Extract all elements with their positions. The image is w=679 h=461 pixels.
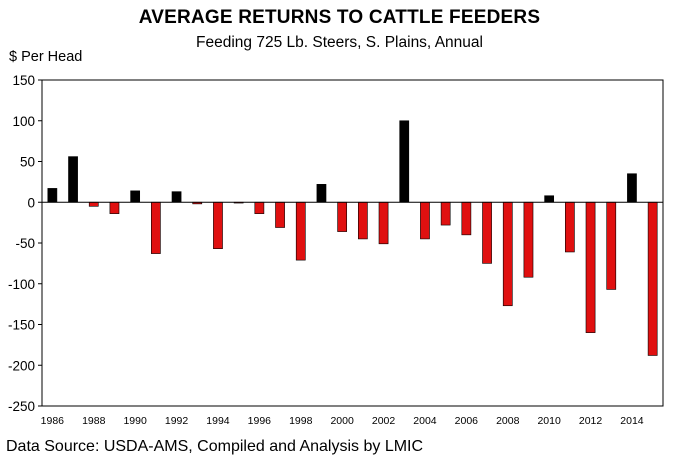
bar-2007: [482, 201, 492, 264]
x-tick-label: 1998: [289, 415, 313, 427]
x-tick-label: 2002: [372, 415, 396, 427]
bar-2006: [461, 201, 472, 236]
y-axis-label: $ Per Head: [9, 49, 83, 65]
bar-2015: [647, 201, 658, 356]
bars: [47, 120, 658, 356]
bar-2011: [564, 201, 575, 253]
bar-1991: [151, 201, 161, 254]
x-tick-label: 2010: [537, 415, 561, 427]
y-tick-label: -250: [8, 399, 35, 414]
y-axis-ticks: 150 100 50 0 -50 -100 -150 -200 -250: [8, 73, 42, 414]
bar-1996: [254, 201, 265, 214]
x-tick-label: 2006: [455, 415, 479, 427]
bar-2013: [606, 201, 617, 290]
bar-2004: [420, 201, 430, 240]
bar-2000: [337, 201, 348, 232]
bar-2002: [378, 201, 389, 245]
x-tick-label: 2012: [579, 415, 603, 427]
y-tick-label: -150: [8, 318, 35, 333]
y-tick-label: 100: [12, 114, 35, 129]
bar-1998: [295, 201, 306, 261]
x-tick-label: 1992: [165, 415, 189, 427]
x-tick-label: 2004: [413, 415, 437, 427]
bar-1986: [47, 188, 58, 203]
y-tick-label: 150: [12, 73, 35, 88]
y-tick-label: -100: [8, 277, 35, 292]
x-tick-label: 2014: [620, 415, 644, 427]
y-tick-label: -50: [15, 236, 35, 251]
chart-title: AVERAGE RETURNS TO CATTLE FEEDERS: [138, 7, 541, 28]
data-source-note: Data Source: USDA-AMS, Compiled and Anal…: [6, 438, 424, 455]
bar-2012: [585, 201, 596, 333]
y-tick-label: 50: [20, 155, 35, 170]
x-tick-label: 1994: [206, 415, 230, 427]
bar-1994: [213, 201, 223, 250]
bar-1989: [109, 201, 120, 214]
bar-2001: [357, 201, 368, 240]
x-axis-ticks: 1986 1988 1990 1992 1994 1996 1998 2000 2002 2004…: [41, 415, 644, 427]
bar-2005: [440, 201, 451, 226]
y-tick-label: 0: [27, 195, 35, 210]
bar-1990: [130, 190, 141, 203]
bar-2009: [523, 201, 534, 278]
x-tick-label: 2008: [496, 415, 520, 427]
x-tick-label: 2000: [330, 415, 354, 427]
bar-1997: [275, 201, 285, 228]
bar-1999: [316, 184, 327, 203]
x-tick-label: 1988: [82, 415, 106, 427]
y-tick-label: -200: [8, 358, 35, 373]
bar-1988: [88, 201, 99, 207]
bar-1992: [171, 191, 182, 203]
bar-2003: [399, 120, 410, 203]
x-tick-label: 1996: [248, 415, 272, 427]
bar-1987: [68, 156, 78, 203]
bar-2010: [544, 195, 555, 203]
chart-subtitle: Feeding 725 Lb. Steers, S. Plains, Annua…: [196, 34, 483, 51]
x-tick-label: 1990: [123, 415, 147, 427]
bar-2008: [502, 201, 513, 307]
plot-area-frame: [41, 79, 664, 407]
x-tick-label: 1986: [41, 415, 65, 427]
bar-2014: [627, 173, 637, 203]
